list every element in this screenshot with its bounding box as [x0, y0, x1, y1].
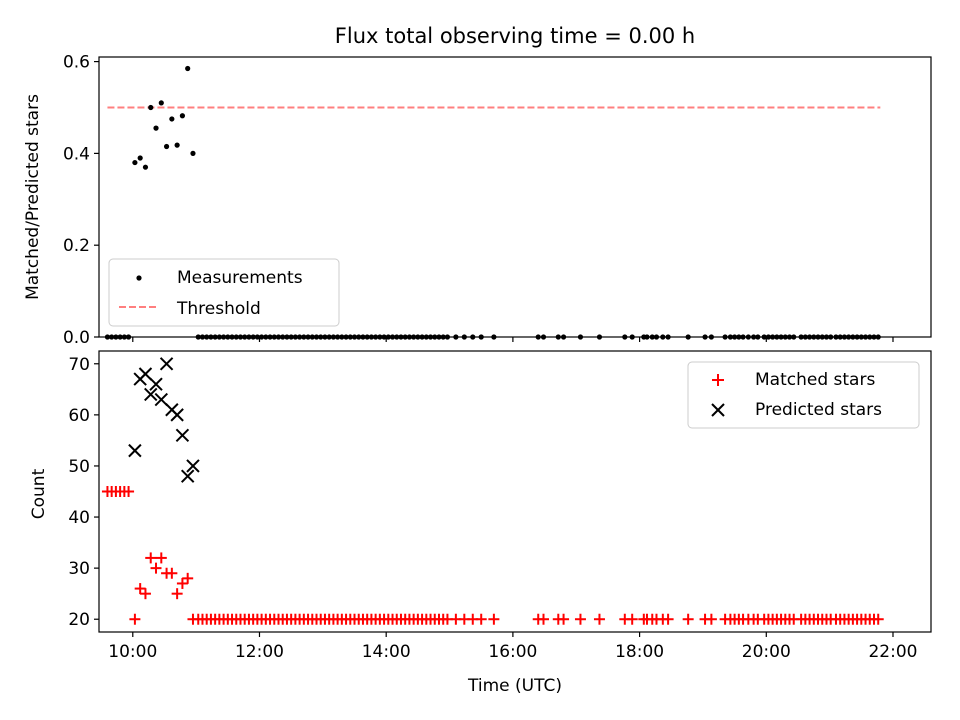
- matched-star-point: [145, 552, 157, 564]
- bottom-y-tick-label: 40: [68, 508, 90, 528]
- bottom-axes-frame: [98, 350, 932, 633]
- x-tick-label: 22:00: [868, 642, 917, 662]
- predicted-star-point: [154, 392, 169, 407]
- measurement-point: [179, 113, 186, 119]
- matched-star-point: [705, 613, 717, 625]
- measurement-point: [190, 150, 196, 156]
- matched-star-point: [139, 588, 151, 600]
- measurement-point: [153, 125, 159, 131]
- matched-star-point: [150, 562, 162, 574]
- bottom-y-axis-label: Count: [29, 468, 49, 519]
- predicted-star-point: [186, 459, 200, 473]
- predicted-star-point: [149, 377, 163, 391]
- measurement-point: [174, 142, 180, 148]
- matched-star-point: [475, 613, 487, 625]
- top-y-axis: 0.0 0.2 0.4 0.6: [63, 53, 99, 348]
- x-axis-label: Time (UTC): [467, 676, 562, 696]
- matched-star-point: [626, 613, 638, 625]
- matched-star-point: [176, 577, 188, 589]
- predicted-star-point: [175, 428, 190, 443]
- x-tick-label: 20:00: [742, 642, 791, 662]
- measurement-point: [148, 104, 154, 111]
- matched-star-point: [129, 613, 141, 625]
- x-tick-label: 16:00: [488, 642, 537, 662]
- matched-star-point: [123, 486, 135, 497]
- top-y-axis-label: Matched/Predicted stars: [23, 94, 43, 300]
- x-tick-label: 12:00: [235, 642, 284, 662]
- top-y-tick-label: 0.6: [63, 53, 90, 73]
- top-y-tick-label: 0.2: [63, 236, 90, 256]
- bottom-y-tick-label: 50: [68, 457, 90, 477]
- x-tick-label: 18:00: [615, 642, 664, 662]
- matched-star-point: [155, 552, 167, 564]
- top-plot-marks: [104, 65, 881, 340]
- matched-star-point: [171, 588, 183, 600]
- legend-matched-label: Matched stars: [755, 370, 875, 390]
- matched-star-point: [872, 613, 884, 625]
- legend-matched-marker: [712, 374, 724, 386]
- measurement-point: [169, 116, 175, 122]
- legend-threshold-label: Threshold: [176, 299, 261, 319]
- x-tick-label: 14:00: [362, 642, 411, 662]
- top-y-tick-label: 0.0: [63, 328, 90, 348]
- matched-star-point: [134, 583, 146, 595]
- bottom-y-tick-label: 70: [68, 355, 90, 375]
- legend-predicted-label: Predicted stars: [755, 400, 882, 420]
- measurement-point: [142, 164, 149, 170]
- measurement-point: [137, 155, 143, 161]
- predicted-star-point: [144, 387, 158, 402]
- predicted-star-point: [128, 443, 142, 458]
- predicted-star-point: [138, 367, 153, 381]
- bottom-y-tick-label: 60: [68, 406, 90, 426]
- measurement-point: [158, 100, 164, 106]
- top-panel: 0.0 0.2 0.4 0.6 Matched/Predicted stars Mea…: [23, 53, 932, 348]
- top-x-ticks: [132, 337, 894, 342]
- predicted-star-point: [170, 408, 184, 422]
- matched-star-point: [187, 613, 199, 625]
- measurement-point: [163, 143, 170, 150]
- top-axes-frame: [98, 56, 932, 338]
- bottom-panel: 20 30 40 50 60 70 10:00 12:00 14:00 16:00 18:00 20…: [29, 350, 932, 696]
- matched-star-point: [662, 613, 674, 625]
- top-legend: Measurements Threshold: [108, 258, 340, 327]
- matched-star-point: [488, 613, 500, 625]
- top-y-tick-label: 0.4: [63, 144, 90, 164]
- bottom-y-tick-label: 30: [68, 559, 90, 579]
- matched-star-point: [558, 613, 570, 625]
- legend-measurements-marker: [136, 275, 142, 281]
- predicted-star-point: [180, 469, 195, 483]
- bottom-legend: Matched stars Predicted stars: [687, 361, 920, 429]
- matched-star-point: [574, 613, 586, 625]
- measurement-point: [185, 65, 191, 72]
- matched-star-point: [593, 613, 605, 625]
- legend-measurements-label: Measurements: [177, 268, 303, 288]
- bottom-y-tick-label: 20: [68, 610, 90, 630]
- top-legend-box: [108, 258, 340, 327]
- matched-star-point: [166, 567, 178, 579]
- matched-star-point: [182, 572, 194, 584]
- x-tick-label: 10:00: [108, 642, 157, 662]
- legend-predicted-marker: [711, 403, 725, 417]
- matched-star-point: [538, 613, 550, 625]
- figure-title: Flux total observing time = 0.00 h: [335, 24, 695, 48]
- predicted-star-point: [159, 357, 174, 371]
- bottom-legend-box: [687, 361, 920, 429]
- bottom-x-axis: 10:00 12:00 14:00 16:00 18:00 20:00 22:00: [108, 632, 917, 662]
- measurement-point: [132, 159, 138, 166]
- matched-star-point: [682, 613, 694, 625]
- bottom-plot-marks: [101, 357, 884, 625]
- bottom-y-axis: 20 30 40 50 60 70: [68, 355, 99, 630]
